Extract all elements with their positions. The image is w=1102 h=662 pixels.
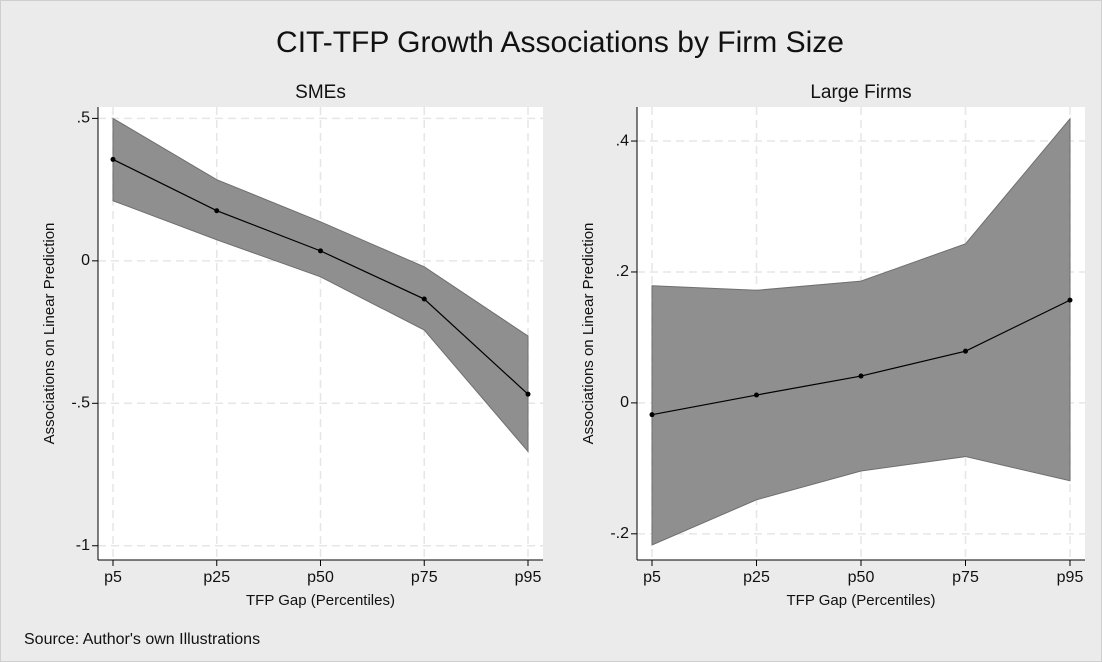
panel-title: SMEs	[295, 82, 346, 103]
point	[649, 412, 655, 418]
x-tick-label: p95	[1057, 569, 1084, 586]
x-tick-label: p50	[307, 569, 334, 586]
y-tick-label: -.5	[71, 395, 90, 412]
point	[1067, 297, 1073, 303]
y-axis-title: Associations on Linear Prediction	[41, 223, 58, 445]
x-tick-label: p5	[104, 569, 122, 586]
x-tick-label: p25	[743, 569, 770, 586]
y-tick-label: .2	[616, 263, 629, 280]
point	[525, 391, 531, 397]
point	[963, 348, 968, 354]
y-tick-label: 0	[81, 252, 90, 269]
x-axis-title: TFP Gap (Percentiles)	[787, 592, 936, 609]
point	[754, 392, 759, 398]
x-tick-label: p75	[952, 569, 979, 586]
point	[214, 208, 220, 214]
source-note: Source: Author's own Illustrations	[24, 631, 260, 648]
y-tick-label: 0	[620, 394, 629, 411]
chart-title: CIT-TFP Growth Associations by Firm Size	[276, 26, 844, 59]
y-axis-title: Associations on Linear Prediction	[580, 223, 597, 445]
x-axis-title: TFP Gap (Percentiles)	[246, 592, 395, 609]
x-tick-label: p5	[643, 569, 661, 586]
confidence-band	[112, 117, 529, 453]
x-tick-label: p50	[848, 569, 875, 586]
point	[318, 248, 323, 254]
point	[858, 373, 864, 379]
y-tick-label: .5	[77, 110, 90, 127]
y-tick-label: -1	[76, 537, 90, 554]
x-tick-label: p25	[203, 569, 230, 586]
panel-title: Large Firms	[810, 82, 911, 103]
x-tick-label: p95	[515, 569, 542, 586]
confidence-band	[651, 117, 1071, 546]
x-tick-label: p75	[411, 569, 438, 586]
point	[110, 156, 116, 162]
point	[421, 296, 427, 302]
y-tick-label: .4	[616, 132, 629, 149]
y-tick-label: -.2	[610, 525, 629, 542]
